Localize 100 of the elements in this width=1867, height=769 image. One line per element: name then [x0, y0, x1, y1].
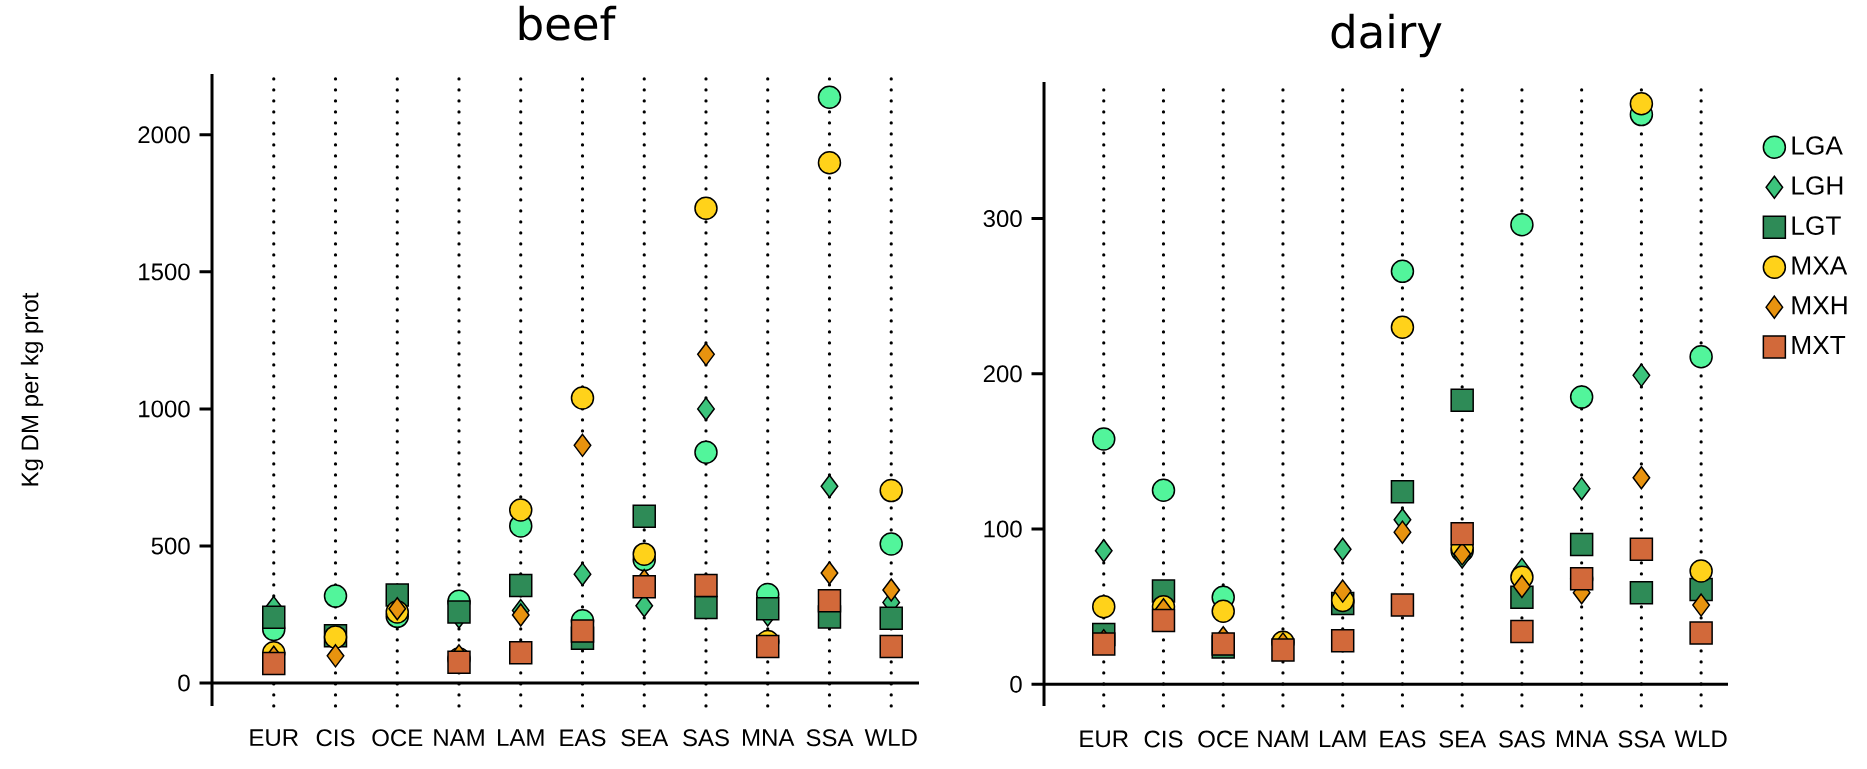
point [1211, 599, 1235, 624]
chart-title: beef [519, 5, 617, 41]
y-tick-label: 100 [984, 520, 1022, 538]
point [820, 561, 839, 585]
x-tick-label: SSA [806, 729, 854, 747]
x-tick-label: LAM [1319, 730, 1366, 748]
point [1569, 385, 1594, 409]
point [1629, 580, 1654, 605]
x-tick-label: MNA [743, 729, 795, 746]
y-tick-label: 1000 [139, 400, 190, 418]
point [1390, 259, 1415, 284]
legend-label: MXA [1792, 256, 1848, 275]
point [1689, 344, 1713, 369]
point [1632, 466, 1651, 490]
x-tick-label: LAM [498, 729, 544, 746]
point [1629, 91, 1654, 116]
point [1450, 521, 1474, 546]
x-tick-label: SSA [1618, 730, 1666, 748]
x-tick-label: MNA [1556, 730, 1609, 748]
point [879, 634, 903, 659]
point [447, 600, 471, 624]
point [1629, 537, 1654, 561]
point [508, 641, 533, 665]
legend-label: LGT [1792, 216, 1841, 235]
point [262, 605, 286, 629]
y-tick-label: 300 [983, 210, 1022, 228]
point [573, 562, 592, 586]
point [879, 478, 903, 503]
x-tick-label: OCE [1198, 730, 1249, 748]
point [820, 474, 839, 498]
point [1151, 608, 1176, 633]
point [1450, 388, 1474, 412]
point [632, 504, 656, 529]
y-tick-label: 200 [983, 365, 1022, 383]
point [1632, 363, 1651, 388]
x-tick-label: NAM [434, 729, 484, 746]
point [570, 386, 595, 410]
point [262, 651, 286, 676]
point [1271, 638, 1295, 662]
point [694, 595, 718, 620]
x-tick-label: SAS [683, 729, 729, 747]
x-tick-label: EAS [560, 729, 606, 747]
point [1092, 594, 1116, 619]
point [696, 397, 715, 421]
y-tick-label: 0 [1010, 675, 1022, 693]
point [694, 440, 718, 464]
point [817, 85, 842, 110]
y-tick-label: 1500 [139, 263, 190, 281]
x-tick-label: WLD [864, 729, 917, 746]
point [1092, 427, 1116, 451]
point [694, 573, 718, 598]
point [1390, 315, 1415, 339]
y-tick-label: 500 [151, 537, 190, 555]
point [1333, 537, 1352, 561]
point [573, 433, 592, 458]
point [879, 532, 903, 556]
point [1330, 629, 1355, 653]
point [882, 578, 901, 602]
point [1572, 476, 1591, 501]
point [508, 573, 533, 598]
x-tick-label: CIS [316, 729, 355, 747]
point [1393, 520, 1412, 544]
point [694, 196, 718, 221]
point [879, 606, 903, 631]
point [570, 619, 595, 643]
x-tick-label: SEA [621, 729, 669, 747]
point [1390, 593, 1415, 617]
legend-label: LGA [1792, 136, 1843, 155]
x-tick-label: WLD [1674, 730, 1727, 748]
legend-label: MXT [1792, 336, 1846, 355]
point [1151, 478, 1176, 502]
point [817, 151, 842, 175]
y-axis-title: Kg DM per kg prot [20, 292, 44, 486]
x-tick-label: EUR [250, 729, 298, 747]
point [511, 603, 530, 627]
point [323, 584, 348, 608]
x-tick-label: OCE [372, 729, 423, 747]
chart-title: dairy [1331, 13, 1442, 58]
point [696, 342, 715, 367]
legend-label: MXH [1792, 296, 1847, 315]
point [326, 644, 345, 668]
point [1689, 621, 1713, 645]
legend-label: LGH [1792, 176, 1843, 195]
point [632, 542, 656, 566]
point [1510, 619, 1534, 644]
x-tick-label: EAS [1380, 730, 1426, 748]
point [1333, 579, 1352, 603]
x-tick-label: SAS [1499, 730, 1545, 748]
point [817, 588, 842, 613]
point [1692, 593, 1711, 617]
point [1512, 574, 1531, 599]
x-tick-label: SEA [1439, 730, 1487, 748]
x-tick-label: CIS [1144, 730, 1183, 748]
point [1094, 539, 1113, 563]
y-tick-label: 2000 [138, 126, 190, 144]
point [388, 596, 407, 621]
point [632, 575, 656, 599]
point [1390, 480, 1415, 504]
point [1510, 213, 1534, 237]
point [508, 498, 533, 522]
